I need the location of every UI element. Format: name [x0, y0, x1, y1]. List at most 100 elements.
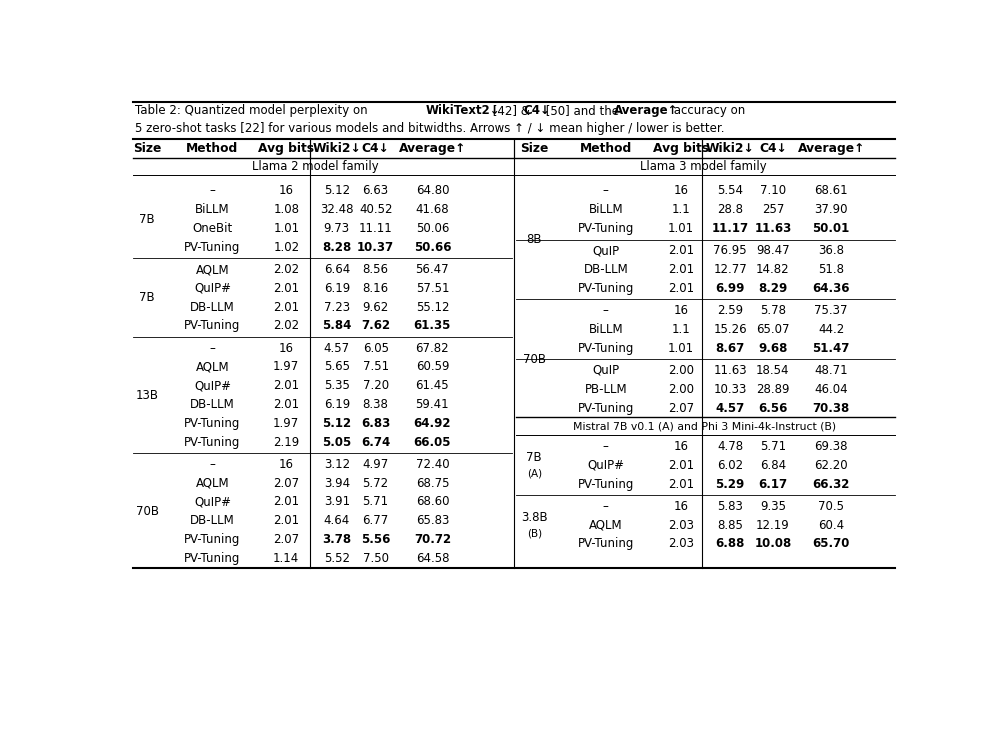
Text: Average↑: Average↑ — [797, 142, 864, 155]
Text: 75.37: 75.37 — [814, 304, 847, 317]
Text: 50.66: 50.66 — [413, 241, 451, 254]
Text: 18.54: 18.54 — [756, 364, 789, 377]
Text: QuIP#: QuIP# — [193, 379, 230, 392]
Text: 48.71: 48.71 — [814, 364, 847, 377]
Text: 7.20: 7.20 — [363, 379, 389, 392]
Text: 16: 16 — [673, 500, 688, 513]
Text: 6.74: 6.74 — [361, 436, 390, 448]
Text: 1.97: 1.97 — [273, 417, 300, 430]
Text: –: – — [602, 304, 608, 317]
Text: 2.02: 2.02 — [273, 263, 299, 276]
Text: (B): (B) — [526, 528, 541, 538]
Text: Llama 3 model family: Llama 3 model family — [639, 160, 767, 173]
Text: AQLM: AQLM — [195, 263, 229, 276]
Text: 2.01: 2.01 — [273, 514, 299, 527]
Text: 68.75: 68.75 — [415, 477, 449, 490]
Text: PV-Tuning: PV-Tuning — [577, 282, 633, 295]
Text: PV-Tuning: PV-Tuning — [184, 241, 240, 254]
Text: 2.03: 2.03 — [667, 538, 693, 550]
Text: 2.01: 2.01 — [273, 379, 299, 392]
Text: 1.01: 1.01 — [667, 222, 693, 235]
Text: AQLM: AQLM — [588, 519, 622, 532]
Text: 5.54: 5.54 — [716, 185, 742, 198]
Text: PV-Tuning: PV-Tuning — [577, 222, 633, 235]
Text: 8.38: 8.38 — [363, 398, 388, 411]
Text: Llama 2 model family: Llama 2 model family — [252, 160, 378, 173]
Text: Average↑: Average↑ — [399, 142, 466, 155]
Text: 64.58: 64.58 — [415, 552, 449, 565]
Text: (A): (A) — [526, 469, 541, 478]
Text: 5.84: 5.84 — [322, 319, 351, 333]
Text: QuIP#: QuIP# — [193, 282, 230, 295]
Text: 2.01: 2.01 — [273, 496, 299, 508]
Text: 62.20: 62.20 — [814, 459, 847, 472]
Text: 15.26: 15.26 — [712, 323, 746, 336]
Text: 2.59: 2.59 — [716, 304, 742, 317]
Text: 10.33: 10.33 — [712, 383, 746, 396]
Text: 32.48: 32.48 — [320, 204, 353, 216]
Text: WikiText2↓: WikiText2↓ — [425, 104, 500, 117]
Text: AQLM: AQLM — [195, 360, 229, 373]
Text: 4.78: 4.78 — [716, 440, 742, 453]
Text: 16: 16 — [279, 185, 294, 198]
Text: 6.02: 6.02 — [716, 459, 742, 472]
Text: OneBit: OneBit — [192, 222, 232, 235]
Text: BiLLM: BiLLM — [588, 204, 622, 216]
Text: 44.2: 44.2 — [818, 323, 844, 336]
Text: 7.10: 7.10 — [760, 185, 786, 198]
Text: C4↓: C4↓ — [759, 142, 786, 155]
Text: 2.01: 2.01 — [273, 398, 299, 411]
Text: 1.97: 1.97 — [273, 360, 300, 373]
Text: 68.61: 68.61 — [814, 185, 847, 198]
Text: 70B: 70B — [135, 505, 158, 518]
Text: 51.8: 51.8 — [818, 263, 844, 276]
Text: 55.12: 55.12 — [415, 300, 449, 314]
Text: 4.64: 4.64 — [324, 514, 350, 527]
Text: DB-LLM: DB-LLM — [189, 398, 234, 411]
Text: 6.84: 6.84 — [760, 459, 786, 472]
Text: 11.63: 11.63 — [712, 364, 746, 377]
Text: –: – — [602, 185, 608, 198]
Text: PV-Tuning: PV-Tuning — [577, 342, 633, 354]
Text: C4↓: C4↓ — [362, 142, 389, 155]
Text: accuracy on: accuracy on — [669, 104, 744, 117]
Text: 67.82: 67.82 — [415, 342, 449, 354]
Text: 4.97: 4.97 — [362, 458, 389, 471]
Text: 5.83: 5.83 — [716, 500, 742, 513]
Text: 2.01: 2.01 — [273, 300, 299, 314]
Text: 8B: 8B — [526, 233, 541, 246]
Text: PV-Tuning: PV-Tuning — [184, 319, 240, 333]
Text: 1.08: 1.08 — [273, 204, 299, 216]
Text: [50] and the: [50] and the — [541, 104, 622, 117]
Text: 1.14: 1.14 — [273, 552, 300, 565]
Text: Avg bits: Avg bits — [652, 142, 708, 155]
Text: 6.56: 6.56 — [758, 402, 787, 415]
Text: –: – — [209, 185, 215, 198]
Text: 5.12: 5.12 — [324, 185, 350, 198]
Text: 76.95: 76.95 — [712, 244, 746, 258]
Text: 1.1: 1.1 — [671, 204, 689, 216]
Text: DB-LLM: DB-LLM — [189, 300, 234, 314]
Text: 1.1: 1.1 — [671, 323, 689, 336]
Text: 37.90: 37.90 — [814, 204, 847, 216]
Text: 28.8: 28.8 — [716, 204, 742, 216]
Text: Mistral 7B v0.1 (A) and Phi 3 Mini-4k-Instruct (B): Mistral 7B v0.1 (A) and Phi 3 Mini-4k-In… — [572, 422, 836, 432]
Text: 12.77: 12.77 — [712, 263, 746, 276]
Text: 70.38: 70.38 — [812, 402, 849, 415]
Text: QuIP: QuIP — [591, 364, 618, 377]
Text: 5.12: 5.12 — [322, 417, 351, 430]
Text: Avg bits: Avg bits — [259, 142, 314, 155]
Text: 3.78: 3.78 — [322, 533, 351, 546]
Text: Method: Method — [186, 142, 238, 155]
Text: 9.35: 9.35 — [760, 500, 786, 513]
Text: 2.01: 2.01 — [667, 263, 693, 276]
Text: BiLLM: BiLLM — [195, 204, 229, 216]
Text: Table 2: Quantized model perplexity on: Table 2: Quantized model perplexity on — [134, 104, 371, 117]
Text: 5.29: 5.29 — [714, 478, 744, 490]
Text: 5.71: 5.71 — [760, 440, 786, 453]
Text: 7.62: 7.62 — [361, 319, 390, 333]
Text: 16: 16 — [673, 304, 688, 317]
Text: 257: 257 — [761, 204, 784, 216]
Text: PV-Tuning: PV-Tuning — [184, 417, 240, 430]
Text: PV-Tuning: PV-Tuning — [184, 552, 240, 565]
